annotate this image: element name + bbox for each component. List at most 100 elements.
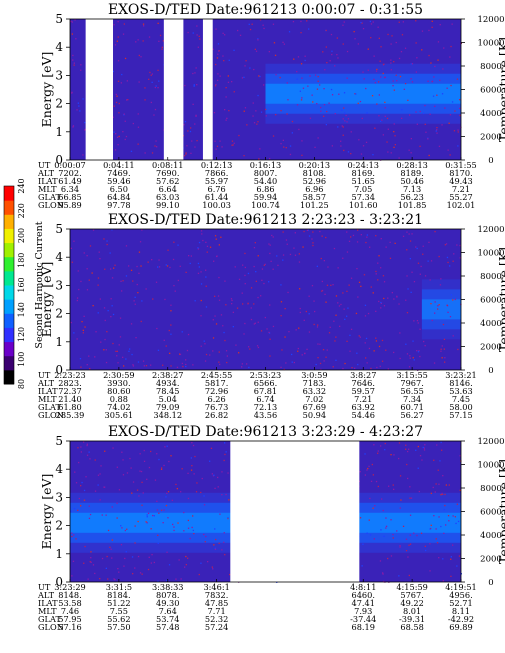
noise-speckle — [231, 303, 233, 305]
ephemeris-cell: 7.71 — [208, 606, 226, 616]
noise-speckle — [272, 268, 274, 270]
noise-speckle — [369, 497, 371, 500]
noise-speckle — [258, 158, 260, 160]
noise-speckle — [346, 290, 348, 292]
noise-speckle — [76, 299, 78, 302]
noise-speckle — [365, 337, 368, 340]
noise-speckle — [351, 367, 353, 369]
noise-speckle — [303, 230, 305, 233]
noise-speckle — [195, 491, 198, 493]
noise-speckle — [410, 63, 412, 65]
noise-speckle — [421, 30, 424, 32]
noise-speckle — [442, 68, 444, 70]
noise-speckle — [175, 578, 177, 580]
noise-speckle — [442, 493, 444, 495]
noise-speckle — [122, 474, 125, 476]
noise-speckle — [314, 310, 316, 313]
ephemeris-cell: 6.64 — [159, 184, 177, 194]
noise-speckle — [170, 304, 172, 306]
noise-speckle — [346, 231, 348, 233]
noise-speckle — [170, 333, 172, 335]
noise-speckle — [265, 115, 267, 117]
noise-speckle — [80, 505, 82, 507]
noise-speckle — [392, 484, 394, 486]
noise-speckle — [415, 71, 417, 73]
noise-speckle — [225, 350, 228, 352]
noise-speckle — [140, 265, 142, 267]
noise-speckle — [269, 244, 271, 246]
noise-speckle — [398, 57, 401, 60]
noise-speckle — [459, 99, 461, 101]
noise-speckle — [212, 48, 214, 50]
ephemeris-cell: 66.85 — [58, 192, 81, 202]
noise-speckle — [166, 579, 168, 582]
noise-speckle — [238, 278, 241, 280]
noise-speckle — [341, 125, 343, 127]
noise-speckle — [141, 481, 143, 483]
noise-speckle — [260, 111, 263, 113]
noise-speckle — [438, 516, 440, 518]
noise-speckle — [285, 362, 287, 364]
noise-speckle — [100, 341, 102, 343]
noise-speckle — [406, 312, 409, 314]
ephemeris-cell: 61.44 — [205, 192, 228, 202]
ephemeris-row-label: GLAT — [38, 614, 61, 624]
noise-speckle — [70, 247, 72, 249]
ephemeris-cell: 79.09 — [156, 402, 179, 412]
noise-speckle — [162, 40, 164, 42]
noise-speckle — [249, 28, 252, 31]
ephemeris-cell: 47.85 — [205, 598, 228, 608]
noise-speckle — [199, 38, 201, 40]
noise-speckle — [145, 288, 147, 290]
noise-speckle — [153, 561, 155, 564]
noise-speckle — [370, 367, 372, 370]
y2-tick-label: 12000 — [477, 15, 504, 25]
noise-speckle — [377, 279, 379, 281]
emission-band-core — [265, 83, 461, 104]
noise-speckle — [94, 490, 97, 492]
noise-speckle — [319, 230, 321, 233]
noise-speckle — [369, 246, 371, 248]
noise-speckle — [407, 99, 409, 101]
noise-speckle — [317, 80, 319, 82]
noise-speckle — [280, 110, 282, 112]
noise-speckle — [203, 340, 205, 342]
noise-speckle — [126, 528, 128, 530]
noise-speckle — [116, 136, 119, 138]
noise-speckle — [77, 270, 79, 272]
noise-speckle — [362, 28, 365, 30]
noise-speckle — [382, 134, 384, 136]
noise-speckle — [90, 557, 92, 559]
noise-speckle — [444, 361, 446, 363]
noise-speckle — [382, 72, 384, 75]
ephemeris-cell: 26.82 — [205, 410, 228, 420]
noise-speckle — [187, 333, 190, 336]
y-tick-label: 0 — [55, 575, 63, 589]
noise-speckle — [131, 492, 133, 494]
noise-speckle — [143, 365, 145, 367]
noise-speckle — [401, 34, 404, 36]
noise-speckle — [223, 459, 225, 462]
noise-speckle — [99, 298, 101, 300]
noise-speckle — [314, 146, 316, 148]
noise-speckle — [75, 482, 78, 484]
noise-speckle — [436, 132, 438, 134]
noise-speckle — [326, 62, 328, 64]
noise-speckle — [214, 528, 216, 530]
noise-speckle — [410, 291, 412, 293]
ephemeris-cell: 55.27 — [449, 192, 472, 202]
y-tick-label: 2 — [55, 97, 63, 111]
noise-speckle — [270, 260, 272, 262]
noise-speckle — [424, 123, 426, 125]
y2-tick-label: 10000 — [477, 249, 504, 259]
noise-speckle — [411, 81, 414, 83]
noise-speckle — [92, 564, 95, 566]
noise-speckle — [214, 235, 217, 237]
noise-speckle — [214, 487, 216, 489]
ephemeris-row-label: GLON — [38, 200, 64, 210]
noise-speckle — [282, 41, 284, 43]
noise-speckle — [183, 124, 185, 126]
noise-speckle — [248, 346, 250, 348]
noise-speckle — [298, 253, 300, 255]
noise-speckle — [227, 81, 230, 83]
